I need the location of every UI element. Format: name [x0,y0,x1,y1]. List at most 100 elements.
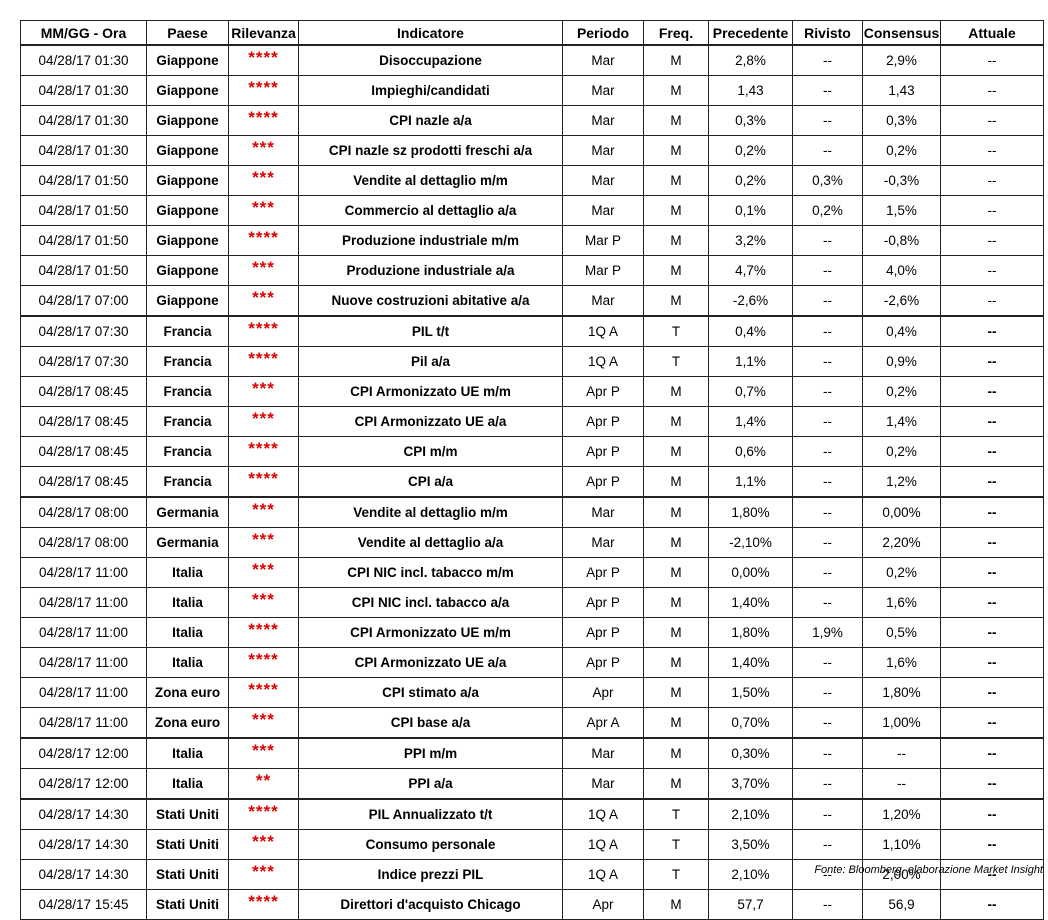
previous-cell: 1,1% [708,466,793,498]
indicator-cell: CPI Armonizzato UE m/m [298,617,563,648]
revised-cell: 0,2% [792,195,863,226]
data-row: 04/28/17 12:00 Italia ** PPI a/a Mar M 3,70% --… [20,768,1044,800]
source-note: Fonte: Bloomberg, elaborazione Market In… [814,864,1043,876]
revised-cell: -- [792,889,863,920]
frequency-cell: M [643,255,709,286]
data-row: 04/28/17 01:50 Giappone *** Produzione indu… [20,255,1044,286]
date-time-cell: 04/28/17 11:00 [20,617,147,648]
actual-cell: -- [940,285,1044,317]
header-cell: Rivisto [792,20,863,46]
previous-cell: 2,8% [708,44,793,76]
actual-cell: -- [940,406,1044,437]
frequency-cell: T [643,346,709,377]
revised-cell: -- [792,798,863,830]
indicator-cell: Impieghi/candidati [298,75,563,106]
indicator-cell: PIL Annualizzato t/t [298,798,563,830]
country-cell: Francia [146,466,229,498]
header-cell: Precedente [708,20,793,46]
revised-cell: -- [792,406,863,437]
period-cell: Mar [562,195,644,226]
actual-cell: -- [940,135,1044,166]
actual-cell: -- [940,466,1044,498]
data-row: 04/28/17 12:00 Italia *** PPI m/m Mar M 0,30% -… [20,737,1044,769]
date-time-cell: 04/28/17 07:30 [20,315,147,347]
consensus-cell: 2,20% [862,527,941,558]
indicator-cell: Commercio al dettaglio a/a [298,195,563,226]
country-cell: Italia [146,647,229,678]
data-row: 04/28/17 11:00 Zona euro *** CPI base a/a Ap… [20,707,1044,739]
frequency-cell: M [643,135,709,166]
frequency-cell: M [643,768,709,800]
period-cell: Mar [562,285,644,317]
indicator-cell: CPI stimato a/a [298,677,563,708]
period-cell: Mar [562,165,644,196]
period-cell: Mar [562,768,644,800]
data-row: 04/28/17 01:30 Giappone **** CPI nazle a/a M… [20,105,1044,136]
data-row: 04/28/17 01:50 Giappone *** Vendite al dett… [20,165,1044,196]
previous-cell: 1,40% [708,587,793,618]
previous-cell: -2,10% [708,527,793,558]
data-row: 04/28/17 08:45 Francia *** CPI Armonizzato … [20,406,1044,437]
date-time-cell: 04/28/17 07:00 [20,285,147,317]
relevance-cell: *** [228,135,299,166]
actual-cell: -- [940,677,1044,708]
actual-cell: -- [940,768,1044,800]
consensus-cell: 1,2% [862,466,941,498]
header-row: MM/GG - Ora Paese Rilevanza Indicatore Perio… [20,20,1044,46]
country-cell: Giappone [146,135,229,166]
country-cell: Francia [146,315,229,347]
relevance-cell: *** [228,376,299,407]
previous-cell: 1,4% [708,406,793,437]
data-row: 04/28/17 08:45 Francia *** CPI Armonizzato … [20,376,1044,407]
period-cell: 1Q A [562,829,644,860]
consensus-cell: -2,6% [862,285,941,317]
period-cell: Apr [562,677,644,708]
date-time-cell: 04/28/17 08:45 [20,466,147,498]
revised-cell: 1,9% [792,617,863,648]
relevance-cell: **** [228,677,299,708]
country-cell: Giappone [146,255,229,286]
date-time-cell: 04/28/17 07:30 [20,346,147,377]
consensus-cell: 1,5% [862,195,941,226]
consensus-cell: 0,2% [862,376,941,407]
indicator-cell: Produzione industriale a/a [298,255,563,286]
previous-cell: 2,10% [708,798,793,830]
revised-cell: -- [792,105,863,136]
period-cell: Apr P [562,557,644,588]
country-cell: Giappone [146,75,229,106]
relevance-cell: *** [228,165,299,196]
revised-cell: -- [792,527,863,558]
revised-cell: -- [792,75,863,106]
table-header: MM/GG - Ora Paese Rilevanza Indicatore Perio… [20,20,1044,46]
revised-cell: -- [792,829,863,860]
country-cell: Italia [146,737,229,769]
header-cell: Paese [146,20,229,46]
actual-cell: -- [940,737,1044,769]
period-cell: Apr P [562,647,644,678]
relevance-cell: **** [228,225,299,256]
period-cell: Apr P [562,376,644,407]
data-row: 04/28/17 01:30 Giappone **** Impieghi/candi… [20,75,1044,106]
revised-cell: -- [792,557,863,588]
consensus-cell: 0,2% [862,135,941,166]
previous-cell: 3,70% [708,768,793,800]
actual-cell: -- [940,798,1044,830]
frequency-cell: M [643,707,709,739]
date-time-cell: 04/28/17 11:00 [20,707,147,739]
indicator-cell: CPI NIC incl. tabacco m/m [298,557,563,588]
previous-cell: 0,70% [708,707,793,739]
actual-cell: -- [940,647,1044,678]
date-time-cell: 04/28/17 08:00 [20,496,147,528]
revised-cell: -- [792,466,863,498]
indicator-cell: Consumo personale [298,829,563,860]
indicator-cell: PPI a/a [298,768,563,800]
period-cell: Mar [562,496,644,528]
frequency-cell: M [643,44,709,76]
data-row: 04/28/17 14:30 Stati Uniti **** PIL Annuali… [20,798,1044,830]
date-time-cell: 04/28/17 11:00 [20,677,147,708]
actual-cell: -- [940,617,1044,648]
previous-cell: 1,1% [708,346,793,377]
previous-cell: 0,6% [708,436,793,467]
header-cell: Indicatore [298,20,563,46]
consensus-cell: -0,8% [862,225,941,256]
